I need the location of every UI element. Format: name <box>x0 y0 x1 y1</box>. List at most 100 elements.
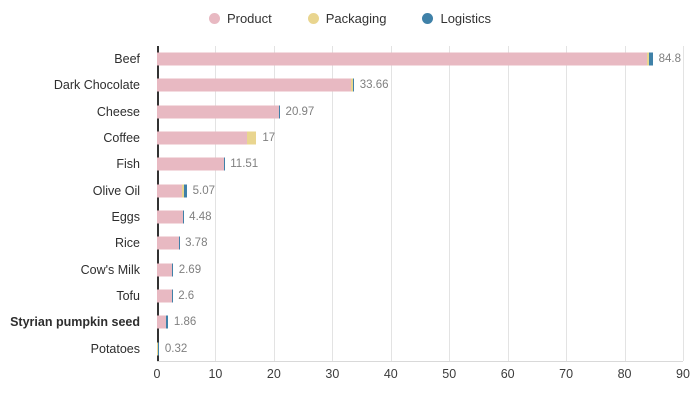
value-label: 2.6 <box>178 290 195 303</box>
bar-segment-logistics[interactable] <box>165 315 168 329</box>
label-row: Rice <box>0 230 149 256</box>
bar-track <box>157 210 683 224</box>
gridline <box>566 46 568 361</box>
bar-segment-product[interactable] <box>157 315 166 329</box>
bar-track <box>157 105 683 119</box>
category-label: Eggs <box>111 210 141 225</box>
bar-segment-product[interactable] <box>157 236 179 250</box>
x-tick-label: 20 <box>266 367 281 381</box>
legend-item-product[interactable]: Product <box>208 11 272 26</box>
bar-segment-product[interactable] <box>157 184 183 198</box>
x-tick-label: 70 <box>559 367 574 381</box>
x-tick-label: 60 <box>500 367 515 381</box>
value-label: 17 <box>262 132 276 145</box>
label-row: Dark Chocolate <box>0 72 149 98</box>
value-label: 33.66 <box>359 79 389 92</box>
legend-dot-logistics <box>422 13 434 24</box>
x-tick-label: 40 <box>383 367 398 381</box>
gridline <box>624 46 626 361</box>
bar-row: 84.8 <box>157 46 683 72</box>
legend-label: Packaging <box>325 11 387 26</box>
bar-segment-packaging[interactable] <box>182 184 185 198</box>
x-tick-label: 10 <box>208 367 223 381</box>
bar-row: 20.97 <box>157 99 683 125</box>
bar-segment-logistics[interactable] <box>223 157 225 171</box>
value-label: 5.07 <box>192 184 216 197</box>
bar-segment-packaging[interactable] <box>351 78 354 92</box>
bar-segment-product[interactable] <box>157 105 279 119</box>
bar-track <box>157 236 683 250</box>
bar-segment-product[interactable] <box>157 289 173 303</box>
bar-segment-packaging[interactable] <box>247 131 257 145</box>
x-tick-label: 80 <box>617 367 632 381</box>
bar-segment-product[interactable] <box>157 263 172 277</box>
bar-track <box>157 78 683 92</box>
label-row: Beef <box>0 46 149 72</box>
bar-track <box>157 289 683 303</box>
bar-segment-logistics[interactable] <box>649 52 653 66</box>
bar-row: 4.48 <box>157 204 683 230</box>
category-label: Potatoes <box>90 341 140 356</box>
bar-row: 3.78 <box>157 230 683 256</box>
legend-label: Logistics <box>440 11 492 26</box>
value-label: 84.8 <box>658 53 681 66</box>
legend-label: Product <box>226 11 272 26</box>
value-label: 3.78 <box>185 237 208 250</box>
gridline <box>332 46 334 361</box>
bar-row: 33.66 <box>157 72 683 98</box>
bar-track <box>157 184 683 198</box>
gridline <box>683 46 684 361</box>
legend-item-packaging[interactable]: Packaging <box>307 11 387 26</box>
bar-track <box>157 263 683 277</box>
gridline <box>507 46 509 361</box>
gridline <box>273 46 275 361</box>
category-label: Coffee <box>103 131 140 146</box>
bar-segment-logistics[interactable] <box>278 105 280 119</box>
bar-segment-logistics[interactable] <box>157 342 159 356</box>
label-row: Eggs <box>0 204 149 230</box>
value-label: 11.51 <box>230 158 259 171</box>
x-tick-label: 50 <box>442 367 457 381</box>
x-tick-label: 0 <box>153 367 161 381</box>
label-row: Coffee <box>0 125 149 151</box>
bar-segment-packaging[interactable] <box>647 52 650 66</box>
bar-row: 11.51 <box>157 151 683 177</box>
legend-dot-packaging <box>307 13 319 24</box>
category-labels: Beef Dark Chocolate Cheese Coffee Fish Olive … <box>0 46 149 362</box>
bar-segment-product[interactable] <box>157 157 224 171</box>
bar-segment-product[interactable] <box>157 131 247 145</box>
label-row: Cheese <box>0 99 149 125</box>
label-row: Tofu <box>0 283 149 309</box>
value-label: 2.69 <box>178 263 202 276</box>
category-label: Cow's Milk <box>80 262 140 277</box>
bar-track <box>157 315 683 329</box>
category-label: Styrian pumpkin seed <box>10 315 140 330</box>
value-label: 1.86 <box>173 316 197 329</box>
bar-segment-product[interactable] <box>157 52 648 66</box>
legend-dot-product <box>208 13 220 24</box>
legend-item-logistics[interactable]: Logistics <box>422 11 491 26</box>
y-axis-line <box>157 46 159 361</box>
value-label: 20.97 <box>285 105 315 118</box>
bar-row: 1.86 <box>157 309 683 335</box>
bar-segment-product[interactable] <box>157 210 183 224</box>
category-label: Cheese <box>96 104 140 119</box>
value-label: 4.48 <box>189 211 212 224</box>
category-label: Beef <box>114 52 140 67</box>
gridline <box>449 46 451 361</box>
bar-track <box>157 157 683 171</box>
legend: Product Packaging Logistics <box>0 11 700 26</box>
label-row: Fish <box>0 151 149 177</box>
category-label: Olive Oil <box>92 183 140 198</box>
bar-track <box>157 342 683 356</box>
x-axis: 0 10 20 30 40 50 60 70 80 90 <box>153 367 690 383</box>
bar-segment-product[interactable] <box>157 78 352 92</box>
bar-segment-logistics[interactable] <box>184 184 187 198</box>
bar-row: 0.32 <box>157 336 683 362</box>
label-row: Styrian pumpkin seed <box>0 309 149 335</box>
category-label: Fish <box>116 157 140 172</box>
bar-track <box>157 131 683 145</box>
label-row: Potatoes <box>0 336 149 362</box>
label-row: Olive Oil <box>0 178 149 204</box>
bar-segment-logistics[interactable] <box>171 263 173 277</box>
